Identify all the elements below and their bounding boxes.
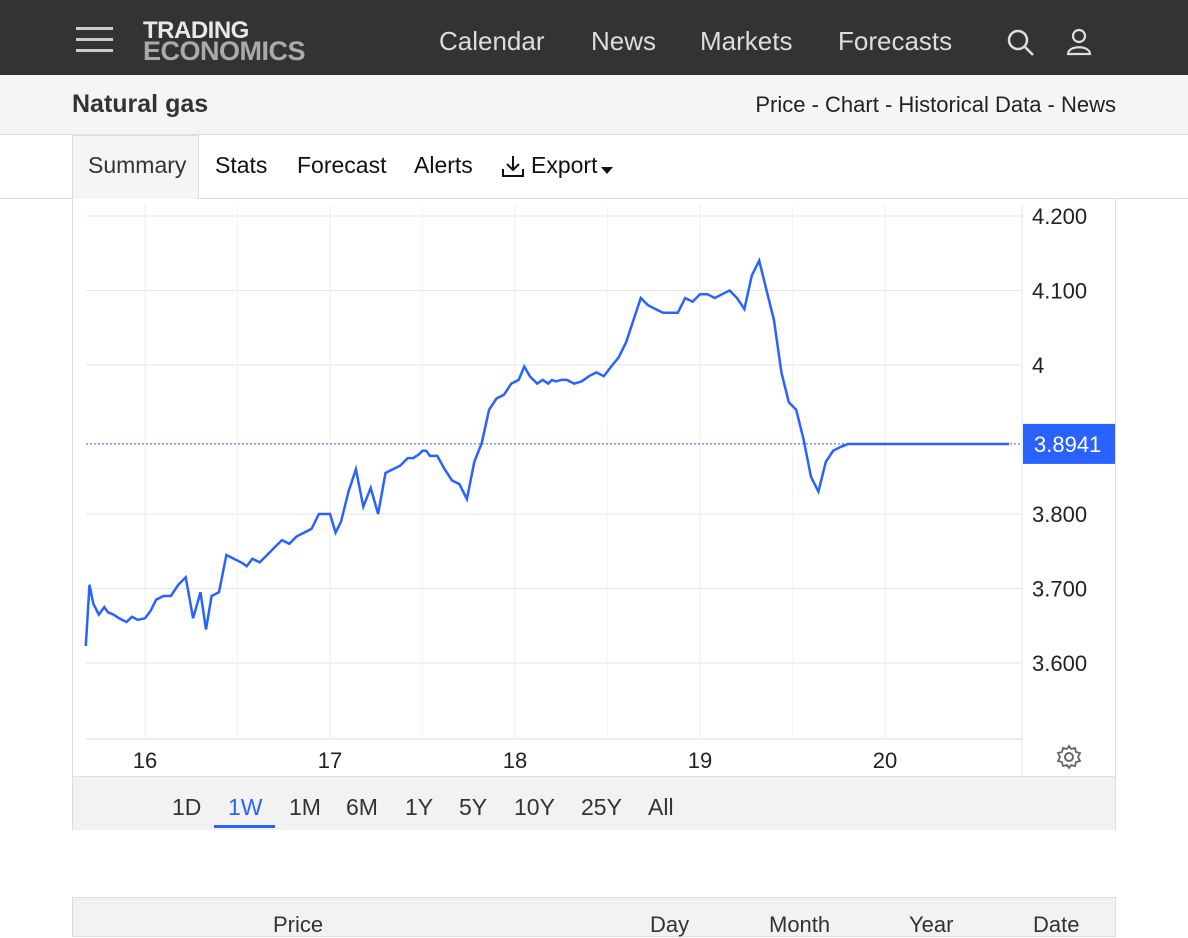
col-month: Month <box>769 912 831 937</box>
y-tick-label: 3.600 <box>1032 651 1087 676</box>
tab-export[interactable]: Export <box>531 152 598 178</box>
range-1w[interactable]: 1W <box>228 794 263 820</box>
col-date: Date <box>1033 912 1080 937</box>
range-1d[interactable]: 1D <box>172 794 202 820</box>
search-icon[interactable] <box>1006 28 1036 63</box>
col-price: Price <box>273 912 324 937</box>
x-tick-label: 16 <box>133 748 157 773</box>
user-icon[interactable] <box>1065 27 1095 62</box>
tab-summary[interactable]: Summary <box>88 152 187 178</box>
active-range-indicator <box>214 825 275 828</box>
range-25y[interactable]: 25Y <box>581 794 622 820</box>
range-all[interactable]: All <box>648 794 674 820</box>
range-selector <box>73 776 1115 830</box>
x-tick-label: 19 <box>688 748 712 773</box>
download-icon[interactable] <box>501 154 525 183</box>
x-tick-label: 17 <box>318 748 342 773</box>
nav-news[interactable]: News <box>591 26 657 56</box>
tab-forecast[interactable]: Forecast <box>297 152 387 178</box>
y-tick-label: 4.200 <box>1032 204 1087 229</box>
y-tick-label: 4.100 <box>1032 279 1087 304</box>
nav-forecasts[interactable]: Forecasts <box>838 26 953 56</box>
x-tick-label: 18 <box>503 748 527 773</box>
x-tick-label: 20 <box>873 748 897 773</box>
page-title: Natural gas <box>72 90 209 118</box>
col-day: Day <box>650 912 690 937</box>
last-value-badge <box>1023 423 1115 464</box>
quote-table-header <box>72 897 1116 937</box>
menu-icon[interactable] <box>76 24 113 54</box>
last-value-label: 3.8941 <box>1034 432 1101 457</box>
chevron-down-icon[interactable] <box>601 162 613 180</box>
gear-icon[interactable] <box>1056 744 1082 775</box>
y-tick-label: 4 <box>1032 353 1044 378</box>
page-header-bar <box>0 75 1188 135</box>
y-tick-label: 3.800 <box>1032 502 1087 527</box>
range-6m[interactable]: 6M <box>346 794 378 820</box>
site-logo[interactable]: TRADING ECONOMICS <box>143 17 306 66</box>
top-navbar <box>0 0 1188 75</box>
range-1m[interactable]: 1M <box>289 794 321 820</box>
page-links[interactable]: Price - Chart - Historical Data - News <box>755 92 1116 117</box>
nav-calendar[interactable]: Calendar <box>439 26 545 56</box>
logo-line2: ECONOMICS <box>143 36 306 66</box>
col-year: Year <box>909 912 954 937</box>
tab-summary-bg <box>72 135 199 199</box>
range-1y[interactable]: 1Y <box>405 794 434 820</box>
range-10y[interactable]: 10Y <box>514 794 555 820</box>
tab-stats[interactable]: Stats <box>215 152 268 178</box>
range-5y[interactable]: 5Y <box>459 794 488 820</box>
tab-alerts[interactable]: Alerts <box>414 152 473 178</box>
logo-line1: TRADING <box>143 17 249 44</box>
y-tick-label: 3.700 <box>1032 577 1087 602</box>
nav-markets[interactable]: Markets <box>700 26 793 56</box>
